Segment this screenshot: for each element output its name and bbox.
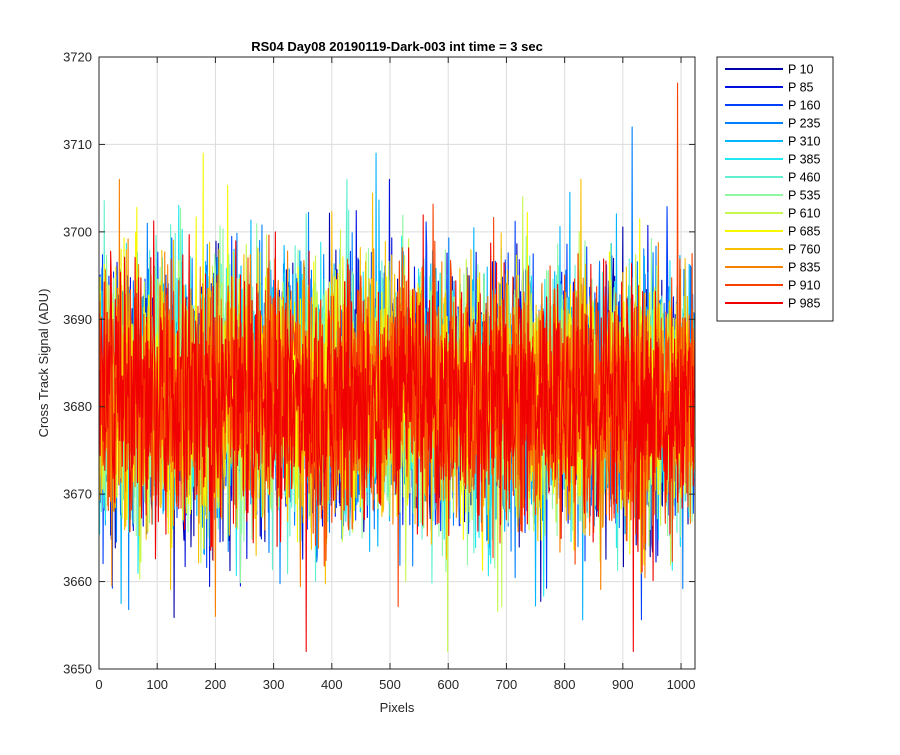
legend-entry-label: P 610 [788, 207, 820, 221]
x-tick-label: 700 [496, 677, 518, 692]
legend-entry-label: P 310 [788, 135, 820, 149]
axis-ticks: 0 100 200 300 400 500 600 700 800 900 1000 3650 3660… [63, 50, 695, 693]
x-tick-label: 800 [554, 677, 576, 692]
x-tick-label: 400 [321, 677, 343, 692]
y-tick-label: 3670 [63, 487, 92, 502]
legend-entry-label: P 760 [788, 243, 820, 257]
legend-entry-label: P 985 [788, 297, 820, 311]
legend-entry-label: P 535 [788, 189, 820, 203]
y-tick-label: 3690 [63, 312, 92, 327]
y-axis-label: Cross Track Signal (ADU) [36, 289, 51, 438]
x-tick-label: 600 [437, 677, 459, 692]
chart-title: RS04 Day08 20190119-Dark-003 int time = … [251, 39, 543, 54]
y-tick-label: 3650 [63, 662, 92, 677]
legend-entry-label: P 460 [788, 171, 820, 185]
x-tick-label: 200 [205, 677, 227, 692]
plot-frame [98, 56, 696, 670]
legend-entry-label: P 910 [788, 279, 820, 293]
legend-box [716, 56, 834, 322]
legend-entry-label: P 10 [788, 63, 814, 77]
y-tick-label: 3700 [63, 224, 92, 239]
legend: P 10 P 85 P 160 P 235 P 310 P 385 P 460 P 535 P … [716, 56, 834, 322]
legend-entry-label: P 835 [788, 261, 820, 275]
legend-entry-label: P 235 [788, 117, 820, 131]
legend-entry-label: P 160 [788, 99, 820, 113]
x-tick-label: 1000 [667, 677, 696, 692]
legend-entry-label: P 385 [788, 153, 820, 167]
x-tick-label: 100 [146, 677, 168, 692]
x-tick-label: 0 [95, 677, 102, 692]
y-tick-label: 3720 [63, 50, 92, 65]
y-tick-label: 3660 [63, 574, 92, 589]
y-tick-label: 3710 [63, 137, 92, 152]
legend-entry-label: P 685 [788, 225, 820, 239]
legend-entry-label: P 85 [788, 81, 814, 95]
series-lines [99, 82, 696, 653]
x-tick-label: 500 [379, 677, 401, 692]
y-tick-label: 3680 [63, 399, 92, 414]
x-tick-label: 900 [612, 677, 634, 692]
series-line-p985 [99, 214, 696, 653]
x-axis-label: Pixels [380, 700, 415, 715]
x-tick-label: 300 [263, 677, 285, 692]
